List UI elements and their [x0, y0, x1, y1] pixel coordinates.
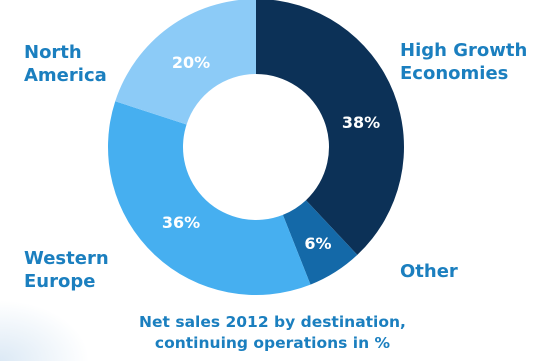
chart-caption: Net sales 2012 by destination, continuin…: [0, 312, 545, 354]
slice-label-other: Other: [400, 261, 458, 282]
slice-value-western-europe: 36%: [162, 213, 200, 232]
slice-value-other: 6%: [304, 234, 331, 253]
slice-label-line: America: [24, 65, 107, 86]
slice-other: [282, 200, 358, 285]
slice-western-europe: [107, 101, 311, 296]
slice-label-north-america: North America: [24, 42, 107, 86]
caption-line-1: Net sales 2012 by destination,: [139, 313, 406, 331]
slice-label-line: High Growth: [400, 40, 527, 61]
slice-label-western-europe: Western Europe: [24, 248, 109, 292]
slice-label-line: Western: [24, 248, 109, 269]
slice-value-north-america: 20%: [172, 53, 210, 72]
corner-glow: [0, 300, 90, 361]
slice-label-high-growth-economies: High Growth Economies: [400, 40, 527, 84]
slice-north-america: [115, 0, 256, 125]
slice-label-line: Europe: [24, 271, 95, 292]
slice-label-line: Other: [400, 261, 458, 282]
slice-high-growth-economies: [256, 0, 404, 255]
slice-label-line: Economies: [400, 63, 508, 84]
slice-label-line: North: [24, 42, 82, 63]
caption-line-2: continuing operations in %: [154, 334, 391, 352]
slice-value-high-growth-economies: 38%: [342, 113, 380, 132]
